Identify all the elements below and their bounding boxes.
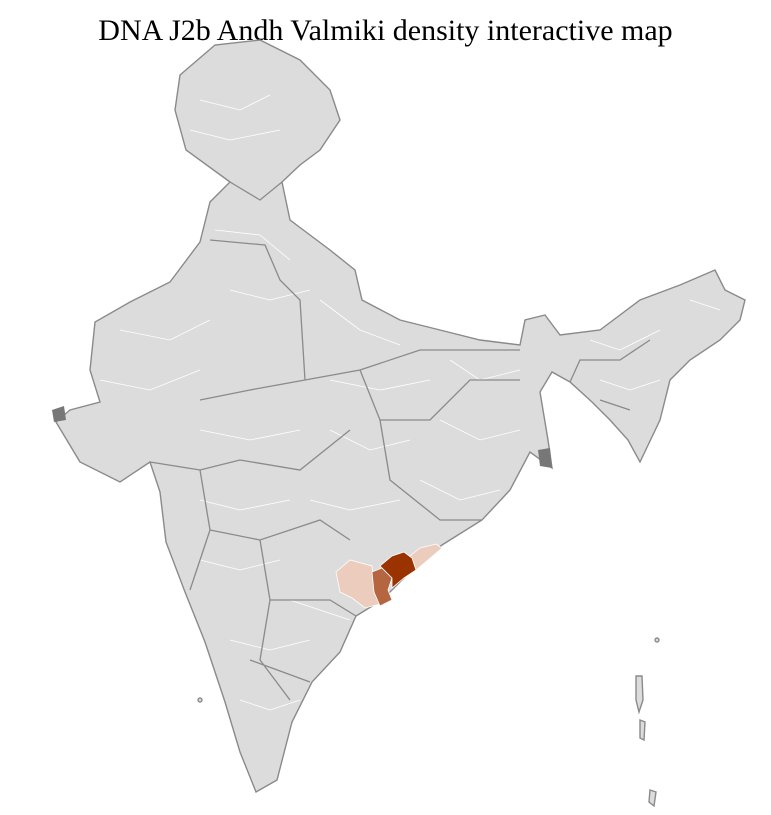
density-regions[interactable] xyxy=(335,543,443,609)
state-borders xyxy=(149,181,651,701)
island xyxy=(654,637,660,643)
coastal-district xyxy=(538,448,552,468)
country-outline xyxy=(55,39,746,794)
map-title: DNA J2b Andh Valmiki density interactive… xyxy=(98,14,673,47)
district-high-density[interactable] xyxy=(379,551,417,589)
district-borders xyxy=(99,94,721,711)
andaman-islands xyxy=(635,675,657,808)
lakshadweep xyxy=(197,697,203,703)
coastal-district xyxy=(52,406,66,422)
